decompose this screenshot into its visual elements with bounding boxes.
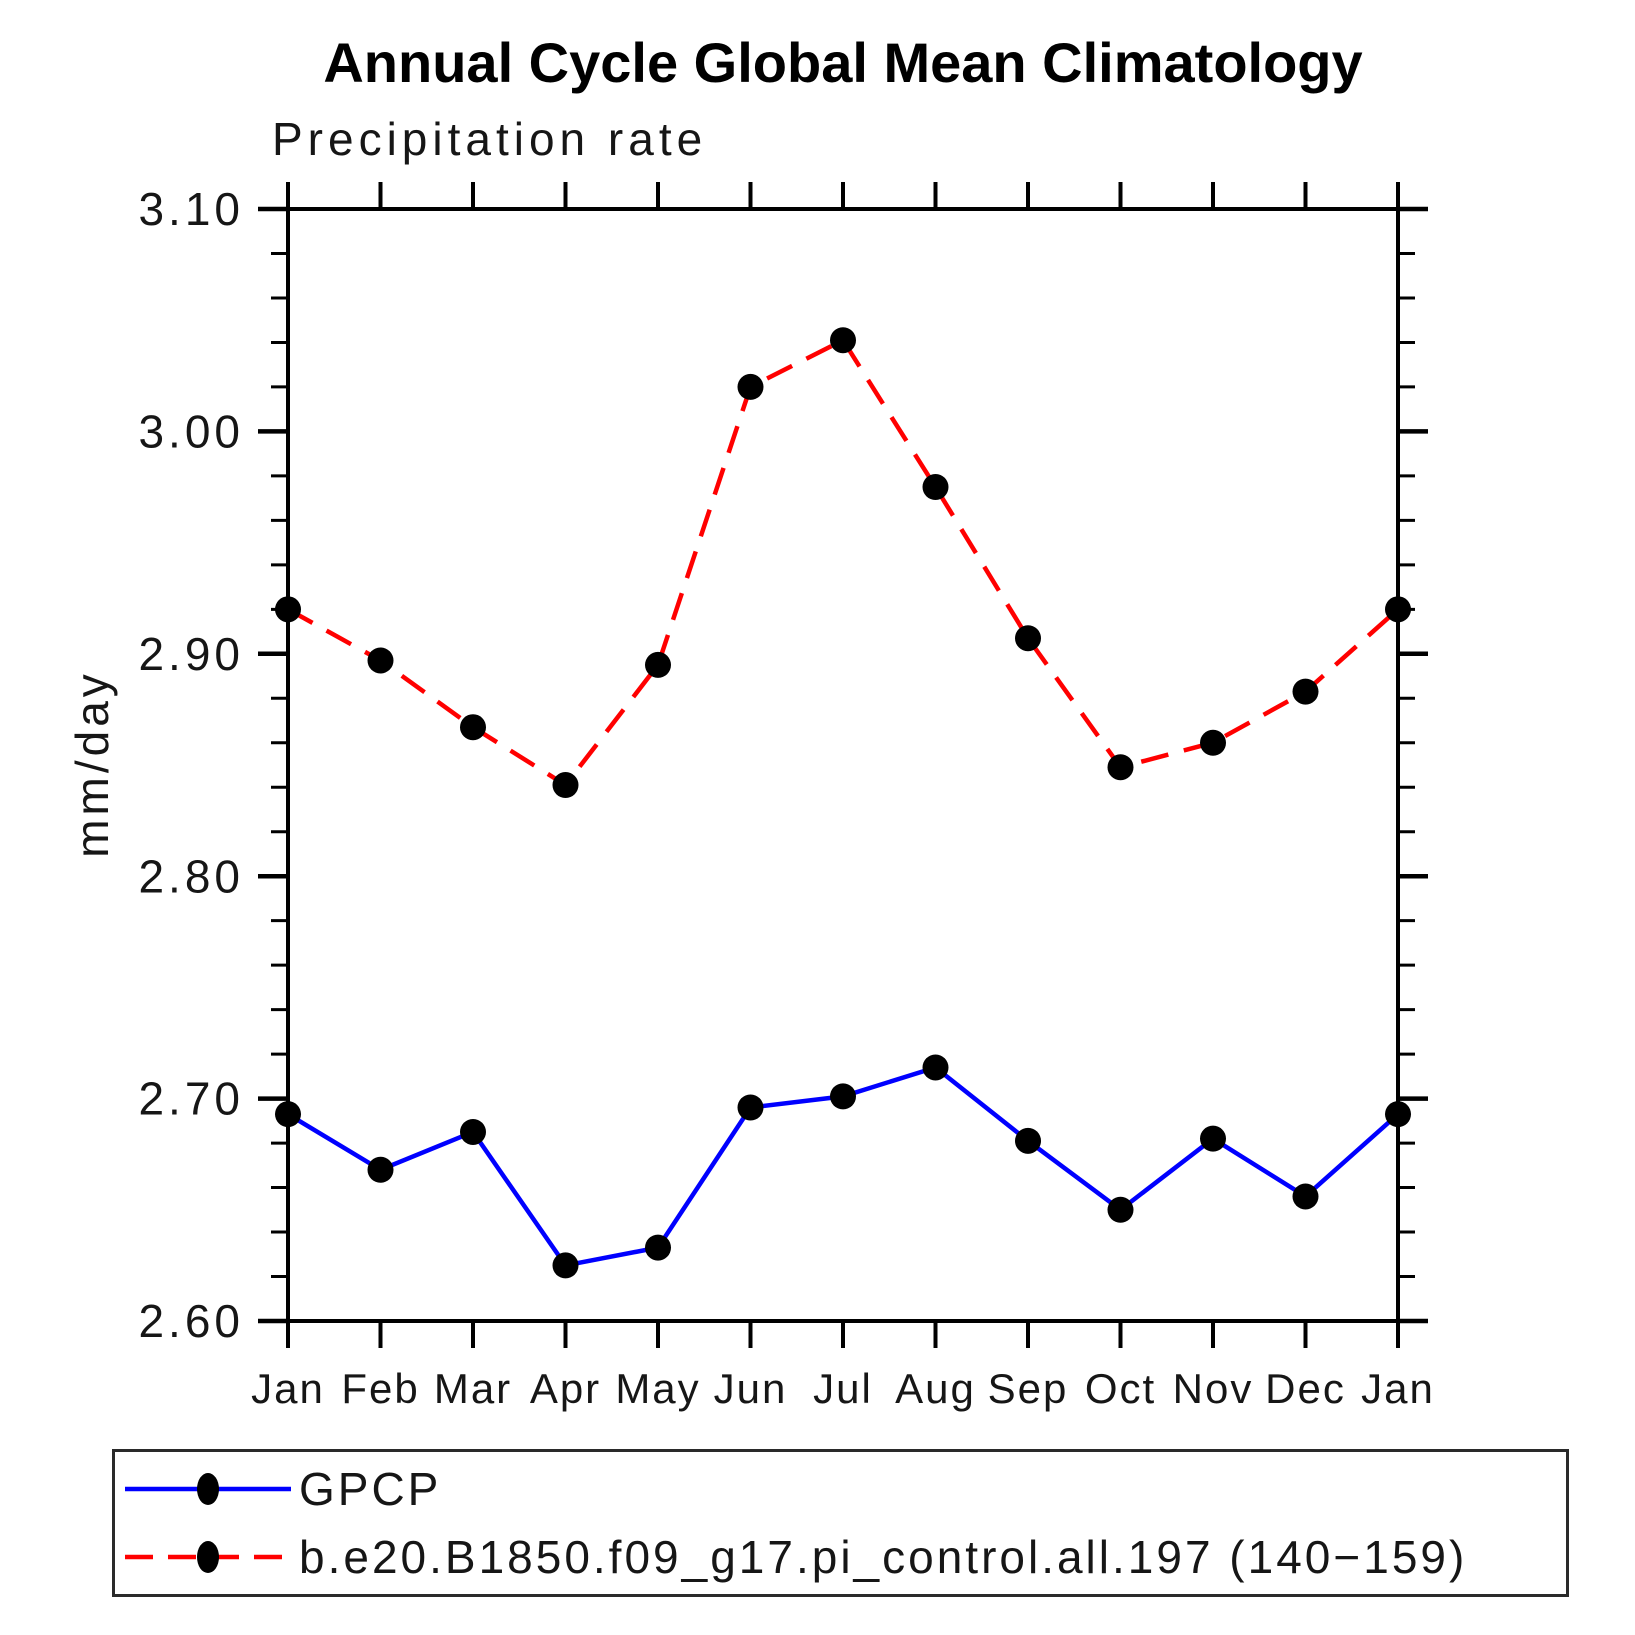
x-tick-label: Jan	[251, 1365, 325, 1412]
chart-title: Annual Cycle Global Mean Climatology	[323, 31, 1363, 94]
data-point	[645, 1234, 671, 1261]
y-tick-label: 2.90	[138, 628, 244, 680]
legend-box: GPCP b.e20.B1850.f09_g17.pi_control.all.…	[112, 1449, 1569, 1597]
data-point	[552, 1252, 579, 1279]
data-point	[1292, 678, 1319, 705]
y-tick-label: 2.60	[138, 1295, 244, 1347]
data-point	[1200, 1125, 1226, 1152]
x-tick-label: Jun	[714, 1365, 788, 1412]
data-point	[830, 327, 856, 354]
data-point	[830, 1083, 856, 1110]
x-tick-label: Sep	[988, 1365, 1069, 1412]
data-point	[1107, 1196, 1134, 1223]
legend-label-gpcp: GPCP	[299, 1463, 442, 1516]
data-point	[1015, 1127, 1041, 1154]
x-tick-label: Feb	[341, 1365, 419, 1412]
data-point	[275, 1101, 301, 1128]
y-tick-label: 3.00	[138, 406, 244, 458]
data-point	[1385, 596, 1411, 623]
data-point	[367, 647, 394, 674]
data-points-gpcp	[275, 1054, 1411, 1279]
data-point	[460, 1118, 486, 1145]
legend-row-model: b.e20.B1850.f09_g17.pi_control.all.197 (…	[123, 1527, 1566, 1587]
data-point	[1200, 729, 1226, 756]
legend-row-gpcp: GPCP	[123, 1459, 1566, 1519]
x-ticks: Jan Feb Mar Apr May Jun Jul Aug Sep Oct Nov Dec Jan	[251, 182, 1435, 1412]
y-tick-label: 2.80	[138, 850, 244, 902]
legend-label-model: b.e20.B1850.f09_g17.pi_control.all.197 (…	[299, 1530, 1468, 1583]
data-point	[737, 1094, 764, 1121]
data-point	[1107, 754, 1134, 781]
data-point	[922, 474, 949, 500]
x-tick-label: Mar	[434, 1365, 512, 1412]
data-point	[460, 714, 486, 741]
data-points-model	[275, 327, 1411, 799]
x-tick-label: Dec	[1265, 1365, 1346, 1412]
data-point	[922, 1054, 949, 1081]
data-point	[1385, 1101, 1411, 1128]
x-tick-label: Nov	[1173, 1365, 1254, 1412]
data-point	[645, 651, 671, 678]
legend-line-sample-dashed	[125, 1540, 291, 1573]
legend-line-sample-solid	[125, 1473, 291, 1506]
x-tick-label: Aug	[895, 1365, 976, 1412]
y-tick-label: 2.70	[138, 1073, 244, 1125]
data-point	[1292, 1183, 1319, 1210]
x-tick-label: May	[615, 1365, 700, 1412]
x-tick-label: Apr	[530, 1365, 601, 1412]
data-point	[275, 596, 301, 623]
chart-subtitle: Precipitation rate	[272, 113, 708, 165]
data-point	[1015, 625, 1041, 652]
x-tick-label: Oct	[1085, 1365, 1156, 1412]
x-tick-label: Jul	[813, 1365, 873, 1412]
data-point	[737, 373, 764, 400]
x-tick-label: Jan	[1361, 1365, 1435, 1412]
y-minor-ticks	[271, 251, 1415, 1279]
y-tick-label: 3.10	[138, 183, 244, 235]
y-major-ticks: 2.60 2.70 2.80 2.90 3.00 3.10	[138, 183, 1428, 1347]
series-line-model	[286, 337, 1400, 789]
data-point	[552, 772, 579, 799]
data-point	[367, 1156, 394, 1183]
plot-frame	[286, 207, 1400, 1323]
